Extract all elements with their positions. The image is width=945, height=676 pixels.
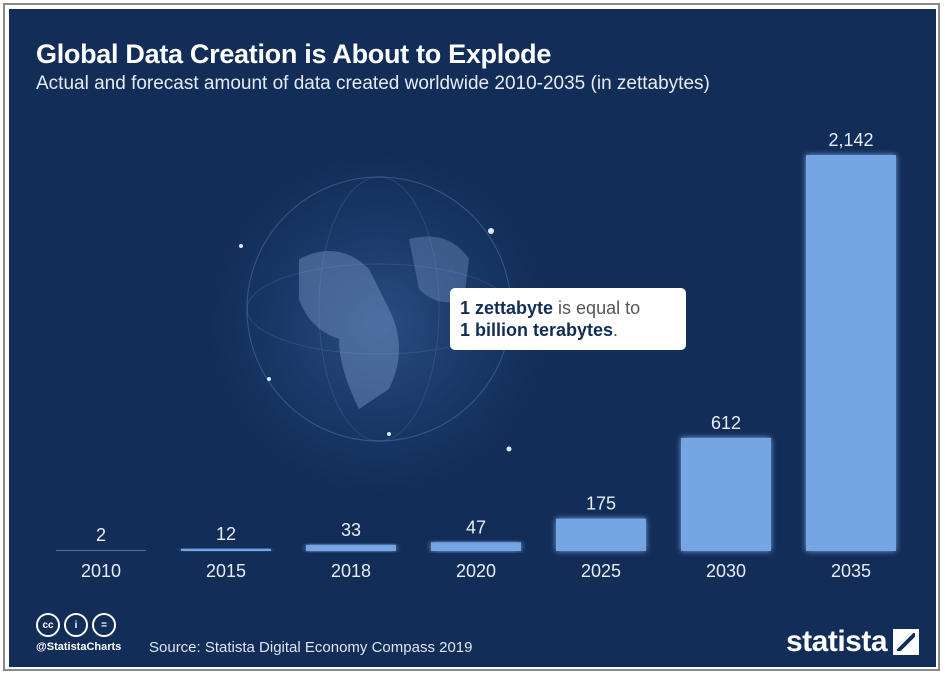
x-tick-label-2018: 2018: [331, 561, 371, 581]
bar-2035: [806, 155, 896, 551]
bar-2030: [681, 437, 771, 551]
attribution-icon: i: [64, 613, 88, 637]
license-icons: cc i =: [36, 613, 116, 637]
note-text-1: is equal to: [553, 298, 641, 318]
bar-2018: [306, 544, 396, 551]
x-tick-label-2035: 2035: [831, 561, 871, 581]
x-tick-label-2025: 2025: [581, 561, 621, 581]
value-label-2035: 2,142: [828, 130, 873, 150]
value-label-2018: 33: [341, 520, 361, 540]
bar-2020: [431, 542, 521, 551]
no-derivatives-icon: =: [92, 613, 116, 637]
value-label-2020: 47: [466, 517, 486, 537]
note-bold-2: 1 billion terabytes: [460, 320, 614, 340]
source-text: Source: Statista Digital Economy Compass…: [149, 639, 473, 656]
x-tick-label-2015: 2015: [206, 561, 246, 581]
note-bold-1: 1 zettabyte: [460, 298, 554, 318]
chart-subtitle: Actual and forecast amount of data creat…: [36, 73, 710, 94]
statista-logo-icon: [893, 629, 920, 655]
bar-2015: [181, 548, 271, 551]
note-text-2: .: [613, 320, 619, 340]
x-tick-label-2010: 2010: [81, 561, 121, 581]
chart-panel: Global Data Creation is About to Explode…: [9, 9, 936, 667]
x-tick-label-2020: 2020: [456, 561, 496, 581]
bar-2025: [556, 518, 646, 551]
brand-name: statista: [786, 625, 888, 658]
value-label-2025: 175: [586, 494, 616, 514]
value-label-2010: 2: [96, 525, 106, 545]
x-tick-label-2030: 2030: [706, 561, 746, 581]
statista-handle: @StatistaCharts: [36, 641, 122, 653]
chart-title: Global Data Creation is About to Explode: [36, 39, 552, 69]
zettabyte-note: 1 zettabyte is equal to 1 billion teraby…: [450, 288, 686, 350]
bars-group: 2 2010 12 2015 33 2018 47 2020 175 2025 612 2030 2,1…: [56, 130, 896, 581]
value-label-2015: 12: [216, 524, 236, 544]
value-label-2030: 612: [711, 413, 741, 433]
statista-logo: statista: [786, 625, 920, 659]
bar-2010: [56, 550, 146, 551]
cc-icon: cc: [36, 613, 60, 637]
